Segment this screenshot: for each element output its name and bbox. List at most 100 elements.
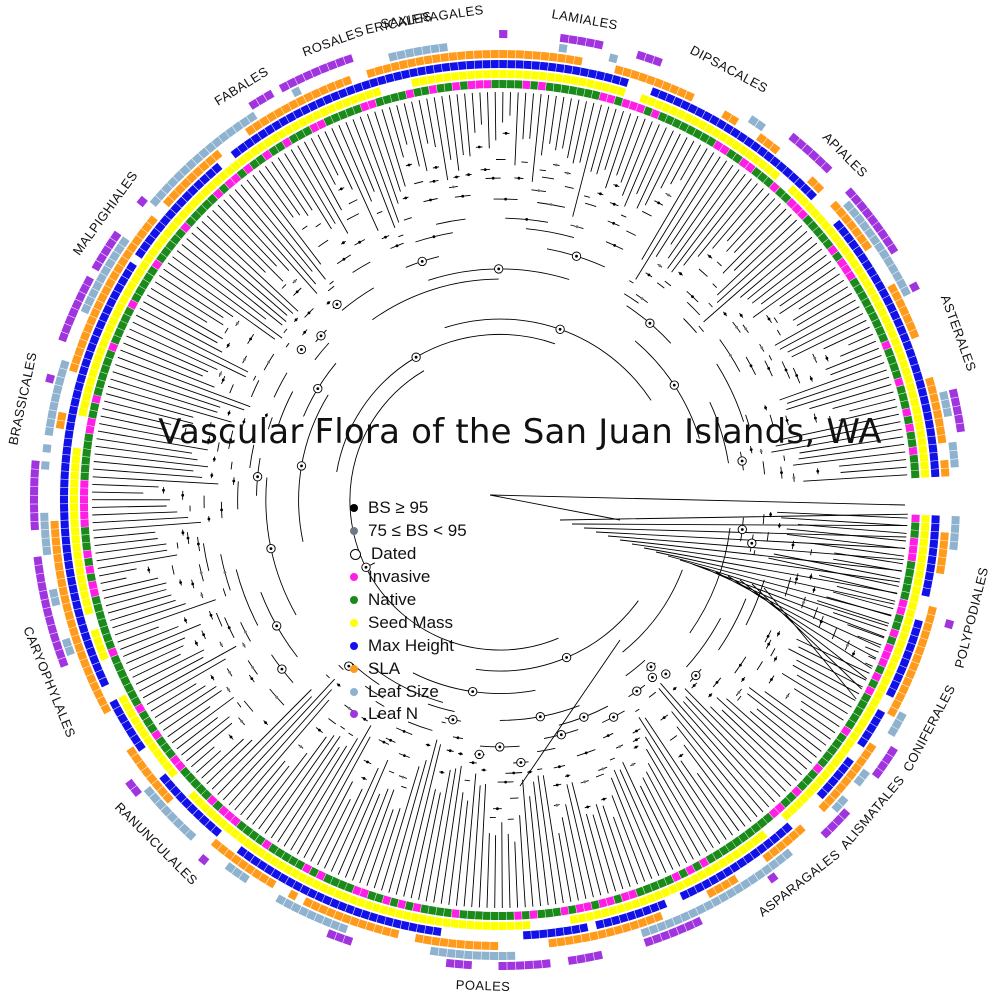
trait-cell <box>840 725 852 737</box>
trait-cell <box>323 115 334 127</box>
bs95-node-marker <box>471 690 475 693</box>
trait-cell <box>188 197 200 209</box>
trait-cell <box>330 876 341 888</box>
trait-cell <box>883 256 895 268</box>
trait-cell <box>857 252 869 264</box>
trait-cell <box>769 169 781 181</box>
trait-cell <box>258 873 270 884</box>
support-node-marker <box>769 513 772 516</box>
trait-cell <box>643 106 653 117</box>
support-node-marker <box>227 626 231 630</box>
trait-cell <box>614 65 624 76</box>
trait-cell <box>564 936 574 946</box>
trait-cell <box>198 814 210 826</box>
trait-cell <box>905 568 915 578</box>
trait-cell <box>637 917 648 928</box>
trait-cell <box>47 409 57 420</box>
trait-cell <box>198 147 210 159</box>
trait-cell <box>60 504 69 512</box>
support-node-marker <box>528 770 532 774</box>
trait-cell <box>853 775 865 787</box>
trait-cell <box>881 340 892 351</box>
trait-cell <box>482 50 491 59</box>
trait-cell <box>716 119 727 130</box>
trait-cell <box>754 869 766 881</box>
trait-cell <box>524 50 533 60</box>
trait-cell <box>649 881 660 892</box>
trait-cell <box>418 914 428 924</box>
legend-marker <box>350 504 358 513</box>
support-node-marker <box>337 683 341 687</box>
support-node-marker <box>692 684 696 687</box>
trait-cell <box>64 645 75 657</box>
trait-cell <box>891 699 902 710</box>
trait-cell <box>110 230 122 242</box>
trait-cell <box>731 140 742 152</box>
trait-cell <box>843 200 855 212</box>
trait-cell <box>930 531 939 540</box>
trait-cell <box>113 282 125 294</box>
support-node-marker <box>708 693 712 697</box>
trait-cell <box>727 874 739 886</box>
trait-cell <box>255 834 266 846</box>
trait-cell <box>126 280 137 292</box>
trait-cell <box>297 117 308 128</box>
trait-cell <box>664 874 675 886</box>
trait-cell <box>915 379 926 390</box>
trait-cell <box>259 115 270 127</box>
trait-cell <box>243 850 255 862</box>
trait-cell <box>616 86 626 97</box>
support-node-marker <box>395 244 399 248</box>
support-node-marker <box>358 240 361 244</box>
bs95-node-marker <box>575 254 578 258</box>
trait-cell <box>686 886 698 897</box>
trait-cell <box>661 81 672 92</box>
trait-cell <box>737 144 749 156</box>
trait-cell <box>257 128 269 140</box>
trait-cell <box>80 331 91 342</box>
trait-cell <box>211 162 223 174</box>
trait-cell <box>30 477 39 487</box>
trait-cell <box>335 57 346 68</box>
trait-cell <box>506 921 515 930</box>
trait-cell <box>925 614 935 624</box>
trait-cell <box>191 153 204 165</box>
trait-cell <box>954 414 964 424</box>
support-node-marker <box>739 314 743 317</box>
trait-cell <box>589 931 599 941</box>
trait-cell <box>333 910 344 921</box>
trait-cell <box>905 423 915 433</box>
trait-cell <box>314 891 325 903</box>
trait-cell <box>86 376 96 386</box>
bs95-node-marker <box>635 689 639 693</box>
trait-cell <box>80 631 91 642</box>
trait-cell <box>873 300 885 311</box>
trait-cell <box>175 196 187 208</box>
trait-cell <box>283 898 294 910</box>
trait-cell <box>382 63 392 74</box>
trait-cell <box>117 320 128 331</box>
trait-cell <box>798 196 810 208</box>
trait-cell <box>349 916 360 927</box>
trait-cell <box>307 100 318 112</box>
trait-cell <box>909 537 919 546</box>
trait-cell <box>866 723 877 734</box>
trait-cell <box>818 800 830 813</box>
support-node-marker <box>482 768 486 772</box>
support-node-marker <box>250 677 254 680</box>
trait-cell <box>92 662 103 673</box>
trait-cell <box>621 98 631 109</box>
trait-cell <box>585 38 595 48</box>
trait-cell <box>898 598 908 608</box>
trait-cell <box>84 295 95 307</box>
trait-cell <box>898 631 909 642</box>
trait-cell <box>889 310 901 321</box>
trait-cell <box>892 271 903 282</box>
trait-cell <box>668 105 679 117</box>
trait-cell <box>637 72 648 83</box>
trait-cell <box>706 136 717 147</box>
trait-cell <box>371 902 381 913</box>
trait-cell <box>798 793 810 804</box>
trait-cell <box>74 642 85 653</box>
legend-marker <box>350 618 358 627</box>
